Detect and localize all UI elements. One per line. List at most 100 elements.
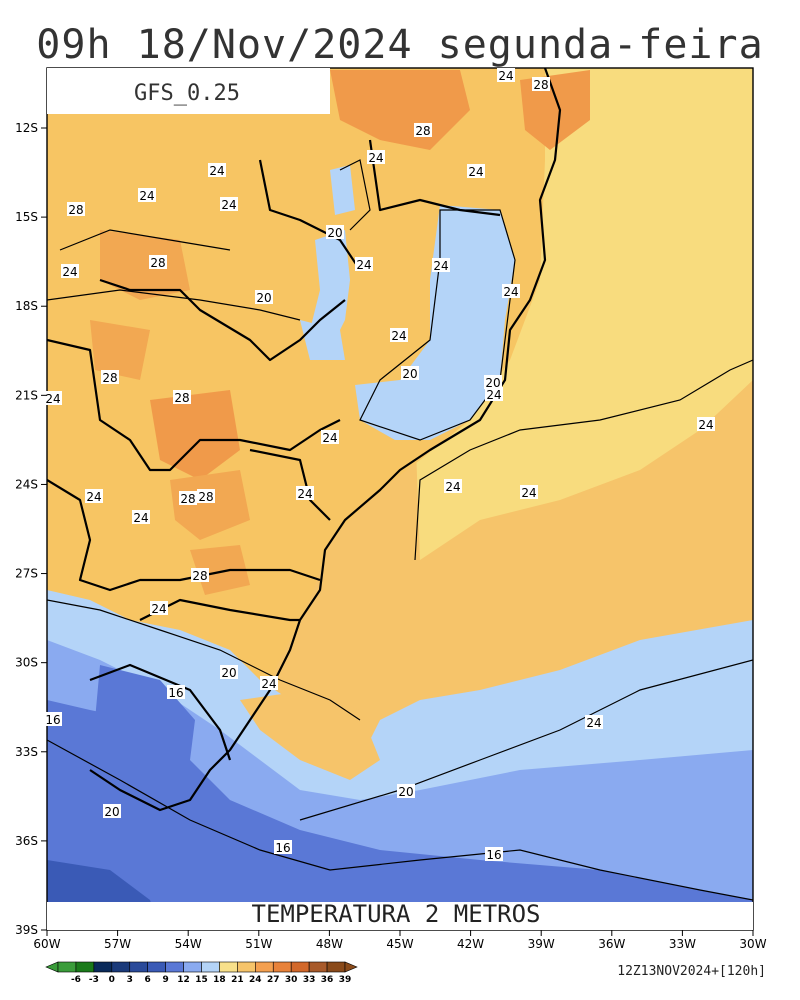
contour-label-bg xyxy=(138,188,156,202)
contour-label: 20 xyxy=(327,226,342,240)
contour-label-bg xyxy=(220,665,238,679)
lon-tick-label: 39W xyxy=(528,937,555,951)
run-info: 12Z13NOV2024+[120h] xyxy=(617,964,766,979)
colorbar-label: 15 xyxy=(195,975,208,985)
contour-label-bg xyxy=(274,840,292,854)
colorbar-label: 36 xyxy=(321,975,334,985)
model-label: GFS_0.25 xyxy=(134,81,240,106)
lon-tick-label: 36W xyxy=(598,937,625,951)
contour-label: 24 xyxy=(297,487,312,501)
lat-tick-label: 12S xyxy=(15,121,38,135)
contour-label: 16 xyxy=(168,686,183,700)
lon-tick-label: 30W xyxy=(739,937,766,951)
lat-tick-label: 18S xyxy=(15,299,38,313)
colorbar-label: 33 xyxy=(303,975,316,985)
contour-label: 24 xyxy=(151,602,166,616)
contour-label-bg xyxy=(296,486,314,500)
colorbar-swatch xyxy=(201,961,220,973)
contour-label-bg xyxy=(173,390,191,404)
contour-label-bg xyxy=(414,123,432,137)
contour-label: 24 xyxy=(62,265,77,279)
colorbar-swatch xyxy=(183,961,202,973)
colorbar: -6 -3 0 3 6 9 12 15 18 21 24 27 30 33 36 39 xyxy=(45,961,358,985)
contour-label: 28 xyxy=(150,256,165,270)
hot-patch xyxy=(190,545,250,595)
contour-label-bg xyxy=(485,847,503,861)
contour-label: 24 xyxy=(45,392,60,406)
contour-label-bg xyxy=(326,225,344,239)
contour-label-bg xyxy=(444,479,462,493)
colorbar-label: 6 xyxy=(145,975,151,985)
contour-label: 20 xyxy=(402,367,417,381)
contour-label: 28 xyxy=(68,203,83,217)
contour-label-bg xyxy=(208,163,226,177)
contour-label: 20 xyxy=(256,291,271,305)
contour-label-bg xyxy=(390,328,408,342)
contour-label-bg xyxy=(497,68,515,82)
contour-label-bg xyxy=(220,197,238,211)
variable-label: TEMPERATURA 2 METROS xyxy=(252,900,541,928)
contour-label: 20 xyxy=(104,805,119,819)
colorbar-label: 24 xyxy=(249,975,262,985)
lat-tick-label: 24S xyxy=(15,477,38,491)
contour-label-bg xyxy=(44,712,62,726)
hot-patch xyxy=(170,470,250,540)
colorbar-label: 27 xyxy=(267,975,280,985)
contour-label-bg xyxy=(520,485,538,499)
colorbar-swatch xyxy=(272,961,292,973)
contour-label: 24 xyxy=(139,189,154,203)
warm-wedge xyxy=(240,690,380,780)
colorbar-swatch xyxy=(111,961,131,973)
lon-tick-label: 51W xyxy=(245,937,272,951)
contour-label-bg xyxy=(397,784,415,798)
hot-patch xyxy=(90,320,150,380)
contour-label: 24 xyxy=(698,418,713,432)
colorbar-label: -3 xyxy=(89,975,99,985)
contour-label-bg xyxy=(197,489,215,503)
contour-label: 24 xyxy=(391,329,406,343)
contour-label-bg xyxy=(432,258,450,272)
colorbar-label: 9 xyxy=(162,975,168,985)
contour-label: 16 xyxy=(45,713,60,727)
map-title: 09h 18/Nov/2024 segunda-feira xyxy=(36,22,764,68)
lat-tick-label: 30S xyxy=(15,656,38,670)
contour-label: 28 xyxy=(198,490,213,504)
colorbar-label: 39 xyxy=(339,975,352,985)
contour-label-bg xyxy=(697,417,715,431)
colorbar-swatch xyxy=(165,961,184,973)
lat-tick-label: 36S xyxy=(15,834,38,848)
contour-label-bg xyxy=(532,77,550,91)
colorbar-swatch xyxy=(237,961,256,973)
contour-label: 24 xyxy=(445,480,460,494)
colorbar-label: 18 xyxy=(213,975,226,985)
contour-lines xyxy=(47,159,753,901)
colorbar-swatch xyxy=(326,961,346,973)
hot-patch xyxy=(100,230,190,300)
contour-label: 24 xyxy=(368,151,383,165)
contour-label: 24 xyxy=(86,490,101,504)
cool-highland xyxy=(330,165,355,215)
contour-label: 20 xyxy=(398,785,413,799)
contour-label-bg xyxy=(321,430,339,444)
coolest-south xyxy=(47,700,753,930)
contour-label-bg xyxy=(255,290,273,304)
contour-label: 24 xyxy=(586,716,601,730)
contour-label: 28 xyxy=(533,78,548,92)
variable-label-band xyxy=(47,902,753,930)
contour-label-bg xyxy=(367,150,385,164)
lon-tick-label: 42W xyxy=(457,937,484,951)
contour-label-bg xyxy=(467,164,485,178)
contour-label: 24 xyxy=(356,258,371,272)
contour-label: 24 xyxy=(322,431,337,445)
lon-tick-label: 57W xyxy=(104,937,131,951)
contour-label: 20 xyxy=(221,666,236,680)
cool-highland xyxy=(355,205,515,440)
lon-tick-label: 33W xyxy=(669,937,696,951)
contour-label: 20 xyxy=(485,376,500,390)
contour-label-bg xyxy=(67,202,85,216)
contour-label: 16 xyxy=(275,841,290,855)
colorbar-swatch xyxy=(57,961,77,973)
hot-patch xyxy=(150,390,240,480)
colorbar-swatch xyxy=(75,961,95,973)
